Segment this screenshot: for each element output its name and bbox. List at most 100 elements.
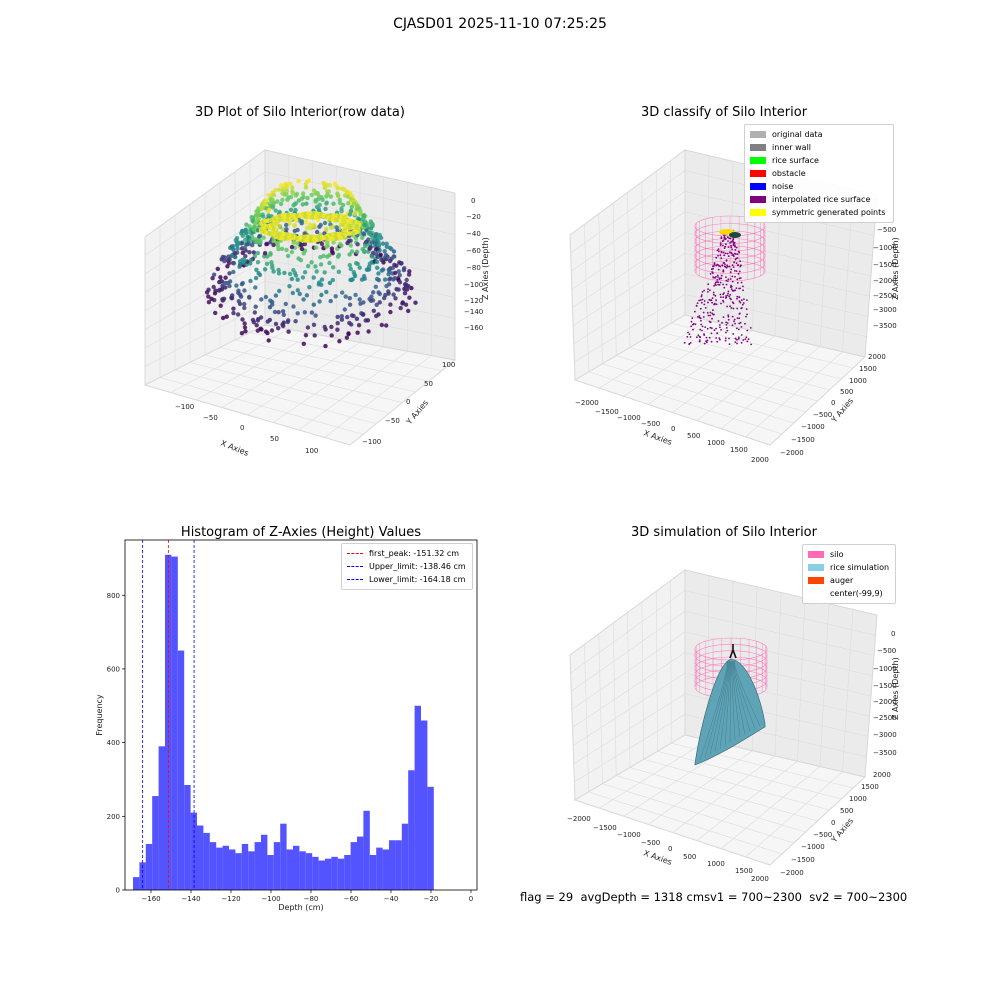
- y-axis-label: Frequency: [95, 694, 104, 736]
- legend-label: first_peak: -151.32 cm: [369, 549, 460, 558]
- data-point: [213, 310, 218, 316]
- data-point: [703, 342, 706, 345]
- data-point: [726, 252, 729, 255]
- mesh-line: [731, 660, 736, 741]
- data-point: [318, 262, 324, 267]
- x-tick: 1500: [735, 867, 753, 875]
- data-point: [707, 288, 709, 290]
- data-point: [730, 307, 733, 309]
- data-point: [347, 252, 352, 257]
- data-point: [278, 201, 284, 207]
- x-tick: −500: [641, 420, 660, 428]
- data-point: [305, 325, 311, 330]
- data-point: [218, 275, 223, 280]
- histogram-bar: [158, 746, 165, 890]
- data-point: [273, 208, 278, 213]
- data-point: [285, 253, 291, 259]
- data-point: [352, 211, 357, 216]
- y-tick: 500: [840, 807, 853, 815]
- data-point: [739, 260, 742, 262]
- data-point: [712, 291, 715, 294]
- data-point: [276, 187, 282, 192]
- data-point: [283, 301, 288, 307]
- histogram-bar: [229, 849, 236, 890]
- z-tick: −80: [466, 264, 481, 272]
- data-point: [224, 314, 229, 319]
- histogram-chart: Histogram of Z-Axies (Height) Values −16…: [95, 525, 478, 912]
- data-point: [725, 295, 727, 297]
- data-point: [703, 289, 705, 292]
- data-point: [740, 334, 743, 336]
- data-point: [263, 329, 269, 334]
- data-point: [213, 288, 218, 293]
- data-point: [705, 340, 707, 343]
- data-point: [244, 222, 249, 227]
- data-point: [276, 326, 281, 331]
- data-point: [309, 260, 314, 265]
- data-point: [717, 281, 719, 284]
- data-point: [707, 314, 710, 317]
- grid-line: [696, 341, 798, 421]
- data-point: [238, 294, 244, 299]
- y-tick: −2000: [780, 449, 804, 457]
- grid-line: [572, 252, 686, 326]
- data-point: [722, 244, 724, 247]
- mesh-line: [719, 660, 730, 749]
- data-point: [295, 277, 300, 282]
- data-point: [742, 302, 745, 304]
- data-point: [716, 274, 719, 277]
- data-point: [264, 241, 269, 247]
- data-point: [736, 317, 739, 319]
- x-axis-label: Depth (cm): [278, 903, 323, 912]
- data-point: [296, 179, 301, 184]
- legend-label: inner wall: [772, 143, 812, 152]
- data-point: [290, 290, 295, 296]
- data-point: [284, 247, 289, 253]
- data-point: [713, 276, 715, 279]
- data-point: [702, 311, 705, 314]
- data-point: [361, 300, 366, 305]
- data-point: [260, 214, 266, 219]
- data-point: [287, 221, 292, 226]
- grid-line: [196, 333, 313, 401]
- grid-line: [144, 302, 266, 367]
- data-point: [730, 252, 733, 255]
- data-point: [235, 312, 241, 317]
- grid-line: [684, 590, 876, 636]
- grid-line: [573, 273, 686, 345]
- data-point: [334, 184, 340, 189]
- data-point: [302, 270, 308, 275]
- data-point: [728, 237, 730, 240]
- simulation-plot-title: 3D simulation of Silo Interior: [631, 525, 818, 540]
- data-point: [270, 265, 275, 271]
- data-point: [728, 265, 731, 268]
- x-tick-label: −160: [141, 895, 160, 903]
- mesh-line: [709, 660, 729, 755]
- histogram-bar: [350, 842, 357, 890]
- data-point: [718, 337, 721, 339]
- data-point: [211, 284, 216, 290]
- z-tick: −120: [464, 297, 483, 305]
- data-point: [287, 271, 293, 277]
- data-point: [700, 295, 703, 298]
- data-point: [695, 304, 698, 307]
- y-tick: −1000: [801, 423, 825, 431]
- data-point: [729, 237, 732, 240]
- data-point: [324, 226, 329, 232]
- data-point: [264, 198, 269, 203]
- grid-line: [324, 355, 432, 438]
- data-point: [691, 317, 694, 320]
- figure-title: CJASD01 2025-11-10 07:25:25: [393, 16, 607, 32]
- data-point: [384, 283, 389, 289]
- data-point: [318, 222, 323, 228]
- data-point: [345, 240, 350, 246]
- data-point: [380, 267, 386, 272]
- data-point: [369, 254, 374, 259]
- data-point: [727, 290, 730, 293]
- data-point: [716, 332, 718, 334]
- data-point: [253, 285, 258, 290]
- histogram-bar: [267, 855, 274, 890]
- data-point: [715, 299, 717, 302]
- data-point: [322, 324, 327, 330]
- data-point: [395, 276, 401, 281]
